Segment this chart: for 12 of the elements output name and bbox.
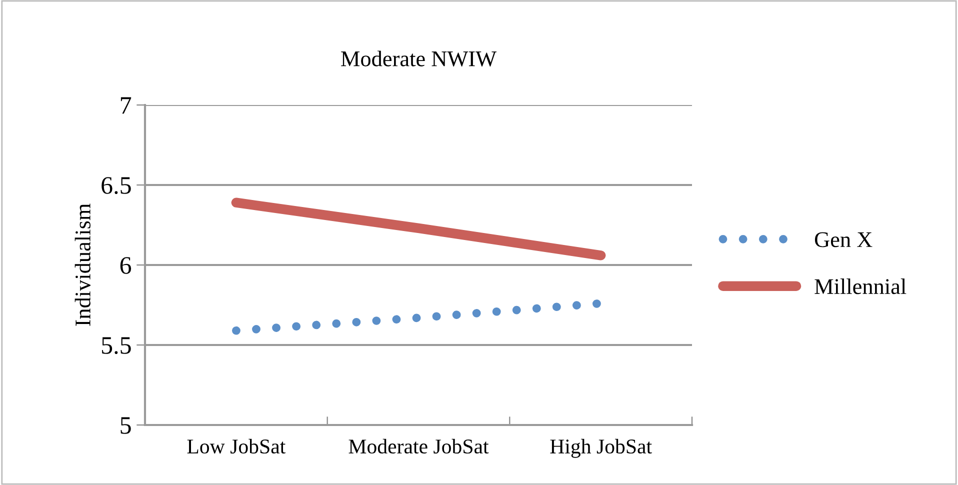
- chart-title: Moderate NWIW: [341, 50, 496, 66]
- y-axis-title: Individualism: [74, 204, 90, 326]
- y-tick-label: 5.5: [102, 337, 131, 354]
- x-tick-label: Moderate JobSat: [348, 438, 489, 454]
- x-tick-label: Low JobSat: [187, 438, 286, 454]
- y-tick-label: 6.5: [102, 177, 131, 194]
- x-tick-label: High JobSat: [550, 438, 652, 458]
- y-tick-label: 5: [120, 417, 131, 434]
- y-tick-label: 6: [120, 257, 132, 274]
- legend-label: Millennial: [814, 278, 906, 294]
- y-tick-label: 7: [120, 97, 132, 114]
- legend-label: Gen X: [814, 232, 872, 248]
